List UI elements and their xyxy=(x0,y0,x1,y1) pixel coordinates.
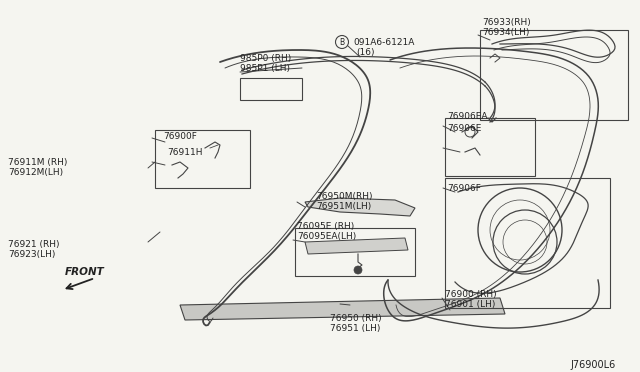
Text: 76095E (RH): 76095E (RH) xyxy=(297,221,355,231)
Text: 76911M (RH): 76911M (RH) xyxy=(8,157,67,167)
Text: 76095EA(LH): 76095EA(LH) xyxy=(297,231,356,241)
Text: 76900F: 76900F xyxy=(163,131,197,141)
Bar xyxy=(445,118,535,176)
Text: 76951 (LH): 76951 (LH) xyxy=(330,324,380,333)
Circle shape xyxy=(354,266,362,274)
Text: 76906EA: 76906EA xyxy=(447,112,488,121)
Text: 76934(LH): 76934(LH) xyxy=(482,28,529,36)
Text: 76906E: 76906E xyxy=(447,124,481,132)
Bar xyxy=(480,30,628,120)
Polygon shape xyxy=(305,198,415,216)
Polygon shape xyxy=(180,298,505,320)
Bar xyxy=(155,130,250,188)
Text: 76951M(LH): 76951M(LH) xyxy=(316,202,371,211)
Text: 76912M(LH): 76912M(LH) xyxy=(8,167,63,176)
Text: 985P1 (LH): 985P1 (LH) xyxy=(240,64,290,73)
Text: (16): (16) xyxy=(356,48,374,57)
Text: J76900L6: J76900L6 xyxy=(571,360,616,370)
Text: B: B xyxy=(339,38,344,46)
Text: 76900 (RH): 76900 (RH) xyxy=(445,291,497,299)
Bar xyxy=(445,178,610,308)
Text: 76950M(RH): 76950M(RH) xyxy=(316,192,372,201)
Text: 091A6-6121A: 091A6-6121A xyxy=(353,38,414,46)
Bar xyxy=(240,78,302,100)
Text: 76923(LH): 76923(LH) xyxy=(8,250,56,260)
Text: 76911H: 76911H xyxy=(167,148,202,157)
Text: 985P0 (RH): 985P0 (RH) xyxy=(240,54,291,62)
Text: 76901 (LH): 76901 (LH) xyxy=(445,301,495,310)
Polygon shape xyxy=(305,238,408,254)
Text: FRONT: FRONT xyxy=(65,267,105,277)
Text: 76906F: 76906F xyxy=(447,183,481,192)
Text: 76921 (RH): 76921 (RH) xyxy=(8,241,60,250)
Bar xyxy=(295,228,415,276)
Text: 76933(RH): 76933(RH) xyxy=(482,17,531,26)
Text: 76950 (RH): 76950 (RH) xyxy=(330,314,381,323)
